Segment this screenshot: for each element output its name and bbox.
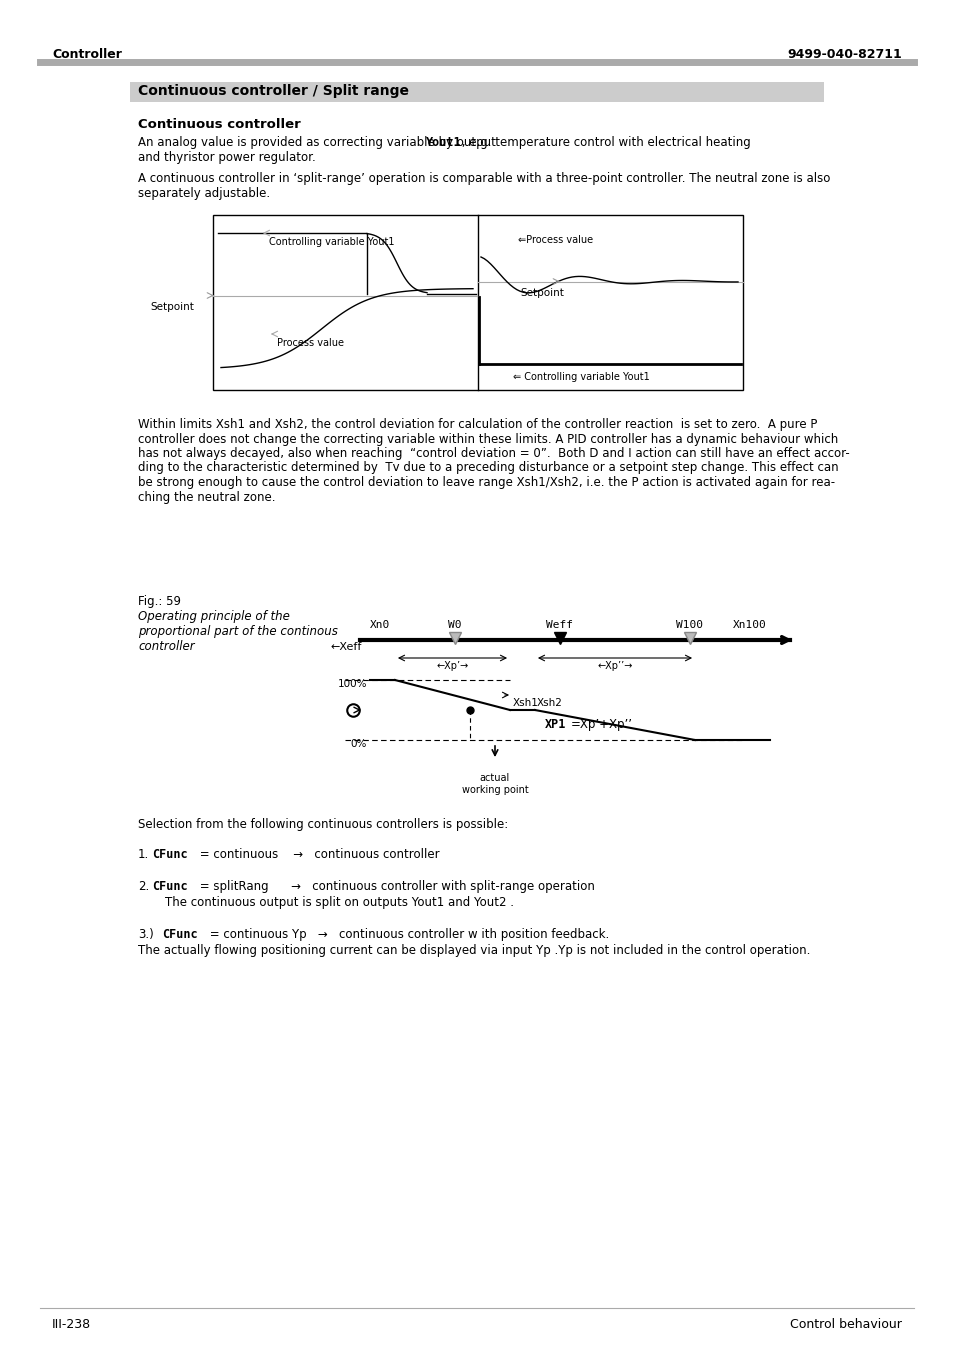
Text: CFunc: CFunc <box>152 880 188 892</box>
Text: Continuous controller: Continuous controller <box>138 117 300 131</box>
Text: 2.: 2. <box>138 880 149 892</box>
Text: ←Xeff: ←Xeff <box>331 643 361 652</box>
Text: ding to the characteristic determined by  Tv due to a preceding disturbance or a: ding to the characteristic determined by… <box>138 462 838 474</box>
Text: be strong enough to cause the control deviation to leave range Xsh1/Xsh2, i.e. t: be strong enough to cause the control de… <box>138 477 834 489</box>
Text: Xsh2: Xsh2 <box>537 698 562 707</box>
Text: controller does not change the correcting variable within these limits. A PID co: controller does not change the correctin… <box>138 432 838 446</box>
Text: 3.): 3.) <box>138 927 153 941</box>
Text: Xn0: Xn0 <box>370 620 390 630</box>
Text: actual
working point: actual working point <box>461 774 528 795</box>
Text: Continuous controller / Split range: Continuous controller / Split range <box>138 84 409 99</box>
Text: ←Xp’→: ←Xp’→ <box>436 662 468 671</box>
Text: W0: W0 <box>448 620 461 630</box>
Text: Within limits Xsh1 and Xsh2, the control deviation for calculation of the contro: Within limits Xsh1 and Xsh2, the control… <box>138 418 817 431</box>
Text: CFunc: CFunc <box>162 927 197 941</box>
Text: ⇐ Controlling variable Yout1: ⇐ Controlling variable Yout1 <box>513 373 649 382</box>
Text: separately adjustable.: separately adjustable. <box>138 188 270 200</box>
Text: Xn100: Xn100 <box>732 620 766 630</box>
Text: 100%: 100% <box>337 679 367 688</box>
Text: III-238: III-238 <box>52 1318 91 1331</box>
Text: proportional part of the continous: proportional part of the continous <box>138 625 337 639</box>
Text: 1.: 1. <box>138 848 149 861</box>
Text: Control behaviour: Control behaviour <box>789 1318 901 1331</box>
Text: ⇐Process value: ⇐Process value <box>517 235 593 244</box>
Bar <box>213 215 742 390</box>
Text: ←Xp’’→: ←Xp’’→ <box>597 662 632 671</box>
Text: ching the neutral zone.: ching the neutral zone. <box>138 490 275 504</box>
Text: Fig.: 59: Fig.: 59 <box>138 595 181 608</box>
Text: The actually flowing positioning current can be displayed via input Yp .Yp is no: The actually flowing positioning current… <box>138 944 809 957</box>
Text: =Xp’+Xp’’: =Xp’+Xp’’ <box>571 718 633 730</box>
Text: Setpoint: Setpoint <box>150 301 193 312</box>
Text: XP1: XP1 <box>544 718 566 730</box>
Text: Selection from the following continuous controllers is possible:: Selection from the following continuous … <box>138 818 508 832</box>
Text: A continuous controller in ‘split-range’ operation is comparable with a three-po: A continuous controller in ‘split-range’… <box>138 171 829 185</box>
Text: An analog value is provided as correcting variable by output: An analog value is provided as correctin… <box>138 136 499 148</box>
Text: 9499-040-82711: 9499-040-82711 <box>786 49 901 61</box>
Text: Controlling variable Yout1: Controlling variable Yout1 <box>269 238 395 247</box>
Text: controller: controller <box>138 640 194 653</box>
Text: W100: W100 <box>676 620 702 630</box>
Text: Xsh1: Xsh1 <box>513 698 538 707</box>
Text: = splitRang      →   continuous controller with split-range operation: = splitRang → continuous controller with… <box>195 880 595 892</box>
Text: 0%: 0% <box>351 738 367 749</box>
Text: , e.g. temperature control with electrical heating: , e.g. temperature control with electric… <box>457 136 750 148</box>
Text: The continuous output is split on outputs Yout1 and Yout2 .: The continuous output is split on output… <box>165 896 514 909</box>
Text: Setpoint: Setpoint <box>519 288 563 297</box>
Text: has not always decayed, also when reaching  “control deviation = 0”.  Both D and: has not always decayed, also when reachi… <box>138 447 849 460</box>
Text: Controller: Controller <box>52 49 122 61</box>
Text: Yout1: Yout1 <box>425 136 461 148</box>
Text: Operating principle of the: Operating principle of the <box>138 610 290 622</box>
Text: CFunc: CFunc <box>152 848 188 861</box>
Text: = continuous Yp   →   continuous controller w ith position feedback.: = continuous Yp → continuous controller … <box>206 927 609 941</box>
Text: and thyristor power regulator.: and thyristor power regulator. <box>138 151 315 163</box>
Bar <box>130 82 823 103</box>
Text: Process value: Process value <box>276 338 344 348</box>
Text: = continuous    →   continuous controller: = continuous → continuous controller <box>195 848 439 861</box>
Text: Weff: Weff <box>546 620 573 630</box>
